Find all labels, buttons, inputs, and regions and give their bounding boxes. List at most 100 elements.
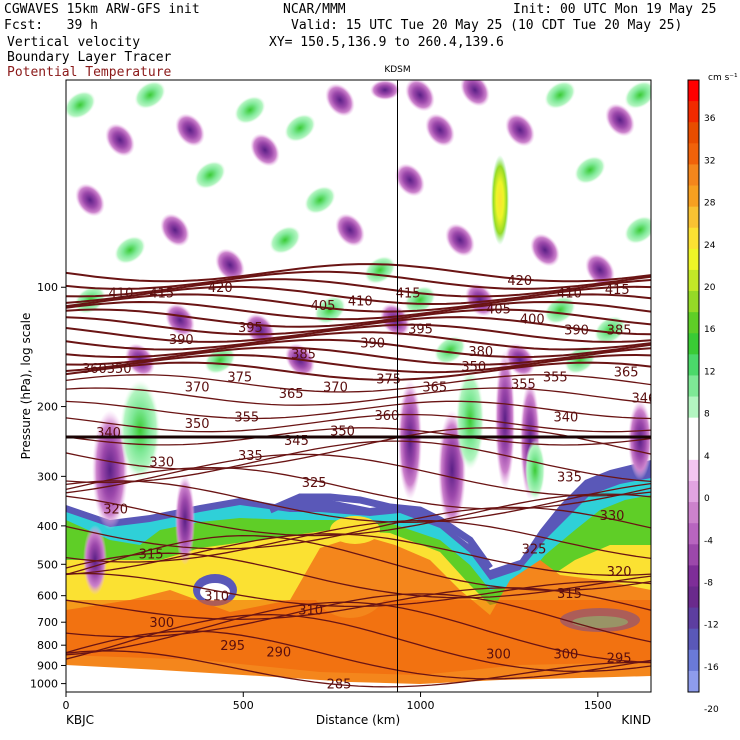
theta-label: 410 bbox=[109, 286, 134, 301]
colorbar-swatch bbox=[688, 565, 699, 587]
colorbar-label: 36 bbox=[704, 114, 716, 124]
colorbar-label: -8 bbox=[704, 578, 713, 588]
colorbar-label: 20 bbox=[704, 283, 716, 293]
theta-label: 410 bbox=[348, 294, 373, 309]
colorbar-label: 8 bbox=[704, 410, 710, 420]
theta-label: 285 bbox=[327, 678, 352, 693]
theta-label: 400 bbox=[520, 313, 545, 328]
theta-label: 310 bbox=[204, 590, 229, 605]
source-label: NCAR/MMM bbox=[283, 2, 346, 17]
theta-label: 375 bbox=[376, 373, 401, 388]
theta-label: 365 bbox=[422, 381, 447, 396]
colorbar-swatch bbox=[688, 269, 699, 292]
theta-label: 370 bbox=[185, 381, 210, 396]
colorbar-swatch bbox=[688, 354, 699, 376]
y-tick-label: 200 bbox=[37, 401, 58, 414]
vertical-velocity-shading bbox=[66, 80, 651, 692]
y-tick-label: 600 bbox=[37, 590, 58, 603]
colorbar-swatch bbox=[688, 143, 699, 165]
x-tick-label: 1000 bbox=[407, 699, 435, 712]
colorbar-swatch bbox=[688, 227, 699, 250]
theta-label: 420 bbox=[208, 281, 233, 296]
colorbar: 36 32 28 24 20 16 12 8 4 0 -4 -8 -12 -16 -20 bbox=[687, 79, 719, 715]
theta-label: 315 bbox=[139, 548, 164, 563]
station-marker-label: KDSM bbox=[384, 65, 410, 75]
colorbar-swatch bbox=[688, 291, 699, 313]
colorbar-swatch bbox=[688, 417, 699, 440]
y-axis: 100 200 300 400 500 600 700 800 900 1000 bbox=[30, 281, 66, 691]
y-tick-label: 300 bbox=[37, 470, 58, 483]
valid-time: Valid: 15 UTC Tue 20 May 25 (10 CDT Tue … bbox=[291, 18, 683, 33]
y-tick-label: 400 bbox=[37, 520, 58, 533]
theta-label: 415 bbox=[396, 286, 421, 301]
theta-label: 355 bbox=[543, 371, 568, 386]
theta-label: 310 bbox=[298, 603, 323, 618]
theta-label: 330 bbox=[149, 455, 174, 470]
colorbar-label: 28 bbox=[704, 199, 716, 209]
cross-section-endpoints: XY= 150.5,136.9 to 260.4,139.6 bbox=[269, 35, 504, 50]
x-tick-label: 1500 bbox=[584, 699, 612, 712]
theta-label: 375 bbox=[227, 371, 252, 386]
colorbar-swatch bbox=[688, 312, 699, 334]
colorbar-label: -16 bbox=[704, 663, 719, 673]
colorbar-swatch bbox=[688, 459, 699, 482]
colorbar-swatch bbox=[688, 670, 699, 693]
forecast-hour: Fcst: 39 h bbox=[4, 18, 98, 33]
x-tick-label: 0 bbox=[63, 699, 70, 712]
colorbar-swatch bbox=[688, 122, 699, 144]
theta-label: 365 bbox=[614, 365, 639, 380]
colorbar-label: 16 bbox=[704, 325, 716, 335]
theta-label: 360 bbox=[374, 409, 399, 424]
colorbar-label: 4 bbox=[704, 452, 710, 462]
colorbar-swatch bbox=[688, 333, 699, 355]
colorbar-label: -12 bbox=[704, 621, 719, 631]
x-axis-title: Distance (km) bbox=[316, 713, 400, 727]
y-tick-label: 1000 bbox=[30, 678, 58, 691]
theta-label: 320 bbox=[103, 503, 128, 518]
theta-label: 346 bbox=[631, 392, 656, 407]
left-station-label: KBJC bbox=[66, 713, 94, 727]
theta-label: 365 bbox=[279, 387, 304, 402]
theta-label: 335 bbox=[238, 449, 263, 464]
y-axis-title: Pressure (hPa), log scale bbox=[19, 313, 33, 460]
colorbar-swatch bbox=[688, 523, 699, 545]
colorbar-swatch bbox=[688, 375, 699, 398]
init-time: Init: 00 UTC Mon 19 May 25 bbox=[513, 2, 717, 17]
theta-label: 390 bbox=[169, 333, 194, 348]
theta-label: 390 bbox=[360, 337, 385, 352]
theta-label: 295 bbox=[220, 639, 245, 654]
theta-label: 300 bbox=[149, 616, 174, 631]
theta-label: 405 bbox=[486, 302, 511, 317]
y-tick-label: 700 bbox=[37, 616, 58, 629]
colorbar-label: -20 bbox=[704, 705, 719, 715]
colorbar-swatch bbox=[688, 586, 699, 609]
colorbar-label: -4 bbox=[704, 536, 713, 546]
theta-label: 290 bbox=[266, 646, 291, 661]
theta-label: 330 bbox=[600, 509, 625, 524]
model-title: CGWAVES 15km ARW-GFS init bbox=[4, 2, 200, 17]
theta-label: 355 bbox=[511, 378, 536, 393]
potential-temperature-labels: 410 415 420 405 410 415 420 410 415 405 400 390 395 3… bbox=[82, 274, 656, 693]
theta-label: 395 bbox=[408, 322, 433, 337]
theta-label: 340 bbox=[553, 411, 578, 426]
colorbar-swatch bbox=[688, 607, 699, 630]
field-label-vertical-velocity: Vertical velocity bbox=[7, 35, 141, 50]
field-label-potential-temperature: Potential Temperature bbox=[7, 65, 172, 80]
theta-label: 405 bbox=[311, 299, 336, 314]
theta-label: 295 bbox=[607, 652, 632, 667]
x-axis: 0 500 1000 1500 bbox=[63, 692, 612, 712]
theta-label: 340 bbox=[96, 426, 121, 441]
theta-label: 390 bbox=[564, 324, 589, 339]
colorbar-units: cm s⁻¹ bbox=[708, 73, 738, 83]
right-station-label: KIND bbox=[621, 713, 651, 727]
theta-label: 410 bbox=[557, 286, 582, 301]
theta-label: 395 bbox=[238, 321, 263, 336]
colorbar-label: 0 bbox=[704, 494, 710, 504]
colorbar-swatch bbox=[688, 396, 699, 419]
theta-label: 315 bbox=[557, 587, 582, 602]
theta-label: 355 bbox=[234, 411, 259, 426]
theta-label: 350 bbox=[107, 362, 132, 377]
theta-label: 415 bbox=[605, 283, 630, 298]
theta-label: 360 bbox=[82, 362, 107, 377]
